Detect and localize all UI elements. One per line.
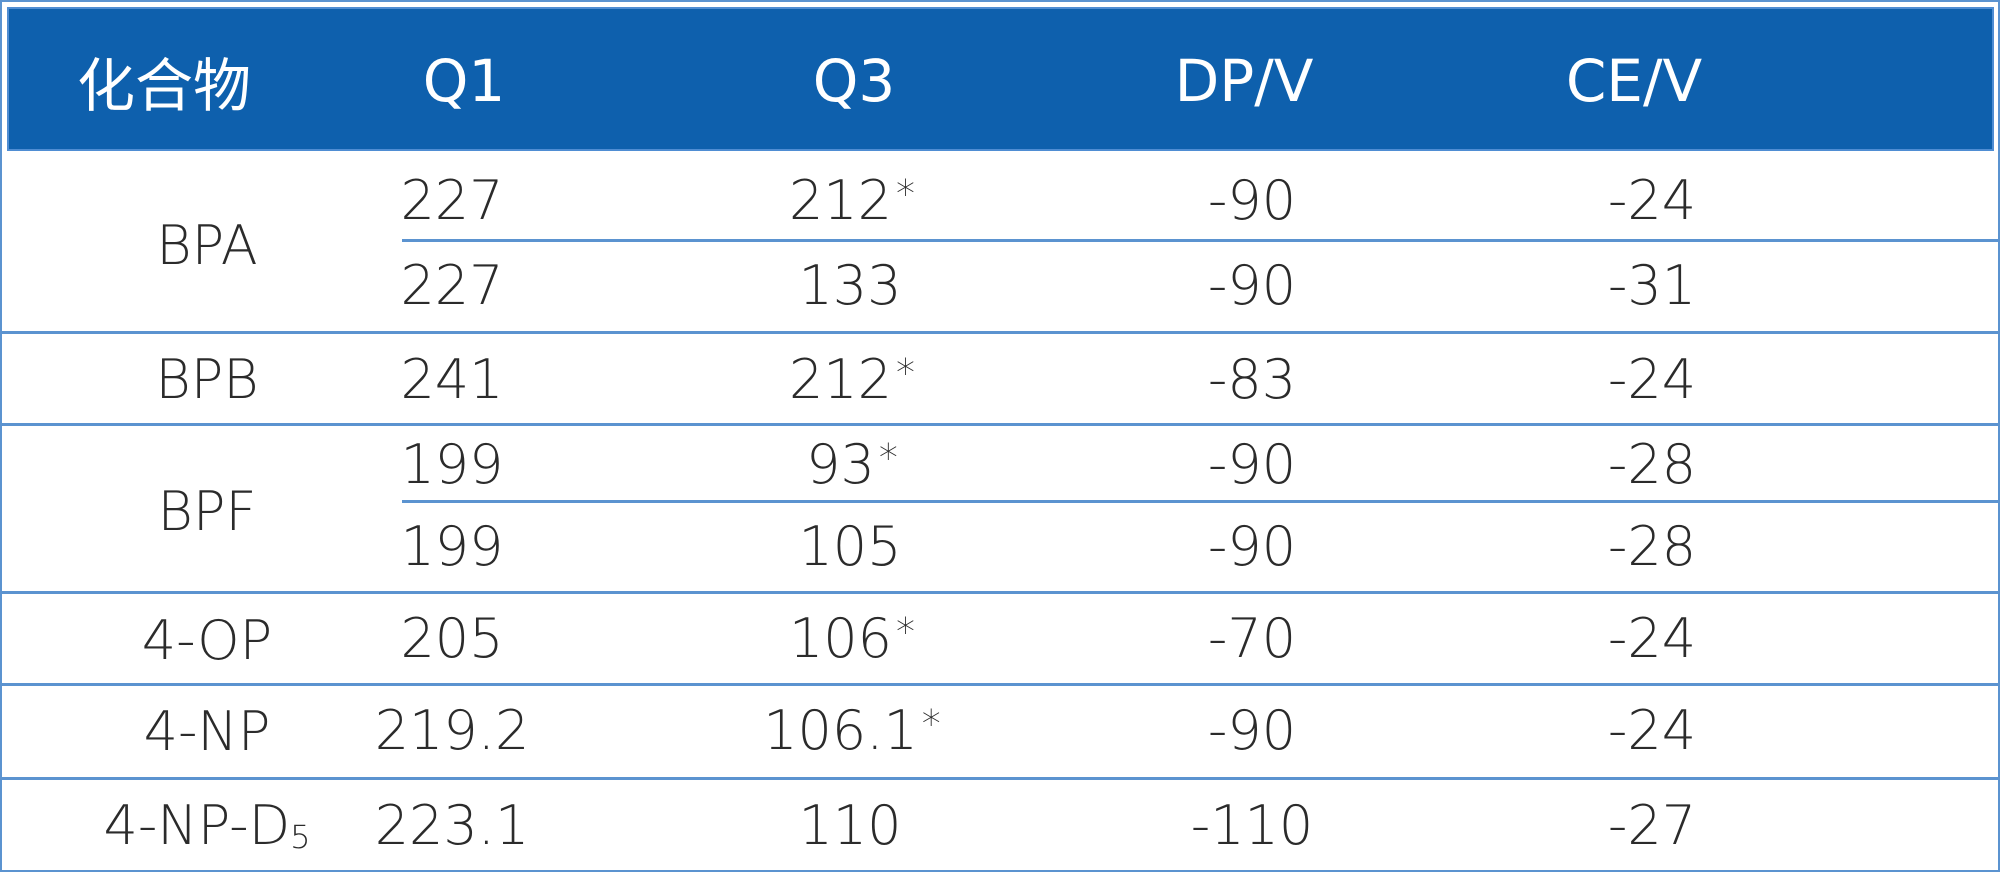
q1-cell-value: 205: [400, 606, 504, 670]
compound-name: BPA: [156, 213, 258, 277]
compound-cell: BPA: [52, 160, 362, 330]
q3-cell: 105: [702, 503, 1002, 589]
q1-cell-value: 241: [400, 347, 504, 411]
ce-cell: -24: [1502, 685, 1802, 775]
dp-cell: -90: [1102, 160, 1402, 240]
q1-cell-value: 199: [400, 514, 504, 578]
q1-cell: 199: [302, 503, 602, 589]
q1-cell: 227: [302, 160, 602, 240]
row-divider: [2, 777, 1998, 780]
quantifier-ion-mark: *: [896, 172, 916, 216]
row-divider: [2, 331, 1998, 334]
dp-cell-value: -90: [1207, 514, 1297, 578]
ce-cell: -24: [1502, 160, 1802, 240]
row-divider: [402, 500, 1998, 503]
compound-name: 4-OP: [141, 608, 273, 672]
q1-cell: 199: [302, 427, 602, 501]
q1-cell: 205: [302, 595, 602, 681]
quantifier-ion-mark: *: [896, 610, 916, 654]
dp-cell-value: -90: [1207, 698, 1297, 762]
row-divider: [2, 423, 1998, 426]
compound-cell: 4-OP: [52, 595, 362, 685]
dp-cell: -90: [1102, 242, 1402, 328]
dp-cell: -70: [1102, 595, 1402, 681]
row-divider: [402, 239, 1998, 242]
ce-cell-value: -24: [1607, 606, 1697, 670]
q3-cell-value: 105: [798, 514, 902, 578]
dp-cell-value: -90: [1207, 168, 1297, 232]
q3-cell: 106 *: [702, 595, 1002, 681]
header-q3: Q3: [812, 47, 896, 115]
header-compound: 化合物: [76, 52, 251, 120]
compound-name: 4-NP-D: [103, 793, 291, 857]
ce-cell-value: -28: [1607, 432, 1697, 496]
ce-cell-value: -31: [1607, 253, 1697, 317]
header-dp: DP/V: [1174, 47, 1314, 115]
compound-cell: 4-NP-D 5: [52, 782, 362, 868]
q1-cell: 227: [302, 242, 602, 328]
compound-cell: BPF: [52, 427, 362, 595]
ce-cell-value: -24: [1607, 168, 1697, 232]
dp-cell-value: -70: [1207, 606, 1297, 670]
q3-cell-value: 212: [788, 347, 893, 411]
table-header: 化合物 Q1 Q3 DP/V CE/V: [7, 7, 1994, 151]
ce-cell: -27: [1502, 782, 1802, 868]
dp-cell: -90: [1102, 685, 1402, 775]
q1-cell-value: 219.2: [374, 698, 530, 762]
ce-cell-value: -28: [1607, 514, 1697, 578]
quantifier-ion-mark: *: [878, 436, 898, 480]
compound-cell: BPB: [52, 336, 362, 422]
ce-cell-value: -24: [1607, 347, 1697, 411]
ce-cell: -31: [1502, 242, 1802, 328]
row-divider: [2, 683, 1998, 686]
ce-cell: -28: [1502, 503, 1802, 589]
q1-cell: 241: [302, 336, 602, 422]
dp-cell-value: -110: [1190, 793, 1314, 857]
compound-name: 4-NP: [143, 699, 271, 763]
q1-cell: 219.2: [302, 685, 602, 775]
q3-cell: 110: [702, 782, 1002, 868]
q3-cell-value: 133: [798, 253, 902, 317]
q1-cell: 223.1: [302, 782, 602, 868]
q3-cell-value: 212: [788, 168, 893, 232]
q1-cell-value: 223.1: [374, 793, 530, 857]
compound-name: BPB: [155, 347, 259, 411]
q3-cell: 106.1 *: [702, 685, 1002, 775]
ce-cell: -24: [1502, 336, 1802, 422]
dp-cell-value: -83: [1207, 347, 1297, 411]
ce-cell: -24: [1502, 595, 1802, 681]
q3-cell: 212 *: [702, 336, 1002, 422]
dp-cell: -83: [1102, 336, 1402, 422]
q3-cell: 212 *: [702, 160, 1002, 240]
q3-cell-value: 110: [798, 793, 902, 857]
q1-cell-value: 227: [400, 168, 504, 232]
q3-cell-value: 93: [806, 432, 875, 496]
dp-cell-value: -90: [1207, 253, 1297, 317]
dp-cell-value: -90: [1207, 432, 1297, 496]
ce-cell: -28: [1502, 427, 1802, 501]
row-divider: [2, 591, 1998, 594]
ce-cell-value: -24: [1607, 698, 1697, 762]
compound-subscript: 5: [290, 818, 311, 856]
quantifier-ion-mark: *: [896, 351, 916, 395]
dp-cell: -90: [1102, 503, 1402, 589]
header-ce: CE/V: [1565, 47, 1703, 115]
ce-cell-value: -27: [1607, 793, 1697, 857]
q1-cell-value: 199: [400, 432, 504, 496]
q3-cell: 133: [702, 242, 1002, 328]
header-q1: Q1: [422, 47, 506, 115]
dp-cell: -90: [1102, 427, 1402, 501]
quantifier-ion-mark: *: [921, 702, 941, 746]
q1-cell-value: 227: [400, 253, 504, 317]
dp-cell: -110: [1102, 782, 1402, 868]
compound-name: BPF: [157, 479, 257, 543]
compound-cell: 4-NP: [52, 685, 362, 777]
q3-cell-value: 106: [788, 606, 893, 670]
q3-cell-value: 106.1: [763, 698, 918, 762]
q3-cell: 93 *: [702, 427, 1002, 501]
